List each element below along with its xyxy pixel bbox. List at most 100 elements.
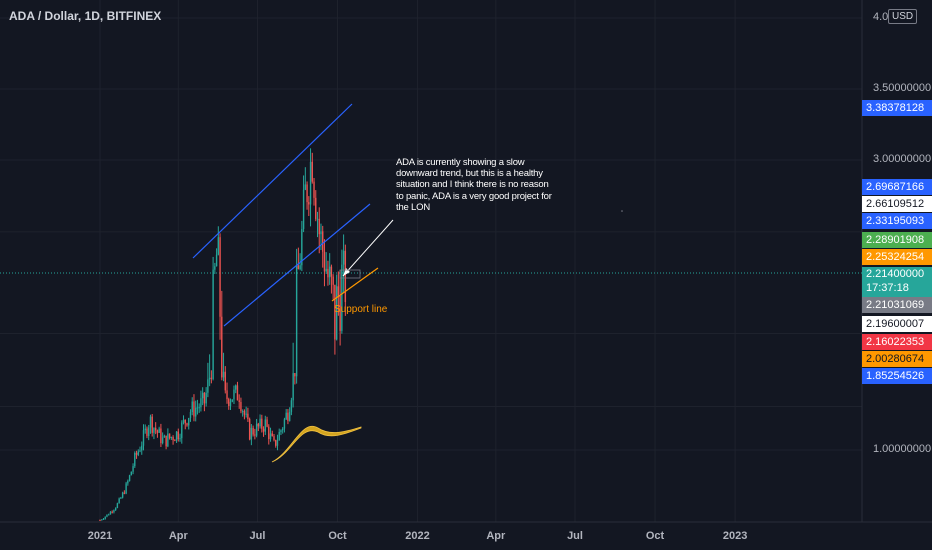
price-label: 2.28901908 <box>862 232 932 248</box>
candle-body <box>153 427 155 433</box>
candle-body <box>201 392 204 399</box>
candle-body <box>208 377 211 380</box>
annotation-text[interactable]: ADA is currently showing a slow downward… <box>396 157 552 213</box>
candle-body <box>273 436 275 440</box>
candle-body <box>243 411 246 415</box>
date-axis-tick: Apr <box>168 530 188 542</box>
date-axis-tick: Apr <box>486 530 506 542</box>
candle-body <box>139 450 141 452</box>
price-label-value: 1.85254526 <box>866 370 925 382</box>
candle-body <box>196 407 199 409</box>
stray-dot <box>621 210 623 212</box>
candle-body <box>334 284 336 340</box>
candle-body <box>261 418 263 429</box>
candle-body <box>172 436 174 441</box>
candle-body <box>344 250 347 303</box>
price-label: 1.85254526 <box>862 368 932 384</box>
candle-body <box>262 428 265 432</box>
candle-body <box>113 510 115 513</box>
candle-body <box>125 483 127 494</box>
lower-trend-line[interactable] <box>223 203 371 327</box>
candle-body <box>144 428 146 431</box>
candle-body <box>288 411 291 421</box>
curve-drawing[interactable] <box>271 425 362 463</box>
price-label: 3.38378128 <box>862 100 932 116</box>
candle-body <box>134 452 136 467</box>
candle-body <box>137 451 139 455</box>
candle-body <box>315 197 317 219</box>
candle-body <box>109 511 112 515</box>
candle-body <box>167 433 169 447</box>
candle-body <box>238 400 240 402</box>
candle-body <box>120 497 122 499</box>
candle-body <box>323 251 326 272</box>
date-axis-tick: 2023 <box>722 530 748 542</box>
candle-body <box>177 431 179 440</box>
candle-body <box>116 503 119 508</box>
upper-trend-line[interactable] <box>192 103 353 259</box>
candle-body <box>318 218 320 235</box>
annotation-arrow[interactable] <box>342 219 394 277</box>
candle-body <box>179 438 181 440</box>
candle-body <box>191 401 193 413</box>
candle-body <box>276 440 279 446</box>
support-line[interactable] <box>331 267 379 302</box>
support-line-label[interactable]: Support line <box>334 304 388 315</box>
candle-body <box>325 268 327 272</box>
price-label-value: 2.66109512 <box>866 198 925 210</box>
candle-body <box>175 431 178 441</box>
candle-body <box>240 401 242 412</box>
candle-body <box>163 435 166 438</box>
candle-body <box>248 419 251 440</box>
price-axis-tick: 3.50000000 <box>873 82 932 94</box>
candle-body <box>301 228 303 266</box>
candle-body <box>99 520 101 521</box>
candle-body <box>160 428 162 444</box>
candle-body <box>228 399 230 407</box>
candle-body <box>339 295 341 331</box>
candle-body <box>328 266 331 278</box>
candle-body <box>221 316 223 378</box>
candle-body <box>278 431 280 441</box>
date-axis-tick: Jul <box>567 530 583 542</box>
price-label: 2.25324254 <box>862 249 932 265</box>
candle-body <box>302 189 305 229</box>
price-axis-tick: 3.00000000 <box>873 153 932 165</box>
candle-body <box>205 392 207 404</box>
price-label-value: 2.19600007 <box>866 318 925 330</box>
candle-body <box>294 373 296 377</box>
candle-body <box>170 436 173 438</box>
candle-body <box>101 519 103 521</box>
candle-body <box>320 231 322 235</box>
candle-body <box>266 419 268 427</box>
price-label: 2.69687166 <box>862 179 932 195</box>
candle-body <box>229 401 232 407</box>
price-label-value: 2.21031069 <box>866 299 925 311</box>
price-label-value: 2.21400000 <box>866 268 925 280</box>
candle-body <box>335 286 338 340</box>
candle-body <box>193 401 195 417</box>
candle-body <box>200 398 202 408</box>
candle-body <box>132 466 134 472</box>
candle-body <box>233 389 235 400</box>
candle-body <box>309 161 312 205</box>
candle-body <box>224 371 226 391</box>
price-label: 2.33195093 <box>862 213 932 229</box>
candle-body <box>295 265 298 377</box>
candle-body <box>142 430 145 446</box>
candle-body <box>168 433 171 438</box>
candle-body <box>102 518 105 520</box>
candle-body <box>283 419 286 429</box>
candle-body <box>264 419 266 432</box>
candle-body <box>322 231 324 252</box>
candle-body <box>259 418 261 427</box>
candle-body <box>245 413 247 415</box>
candle-body <box>271 433 273 437</box>
candle-body <box>275 439 277 446</box>
price-range-marker[interactable] <box>339 269 361 279</box>
candle-body <box>151 416 153 433</box>
candle-body <box>104 516 106 519</box>
currency-badge[interactable]: USD <box>888 9 918 24</box>
